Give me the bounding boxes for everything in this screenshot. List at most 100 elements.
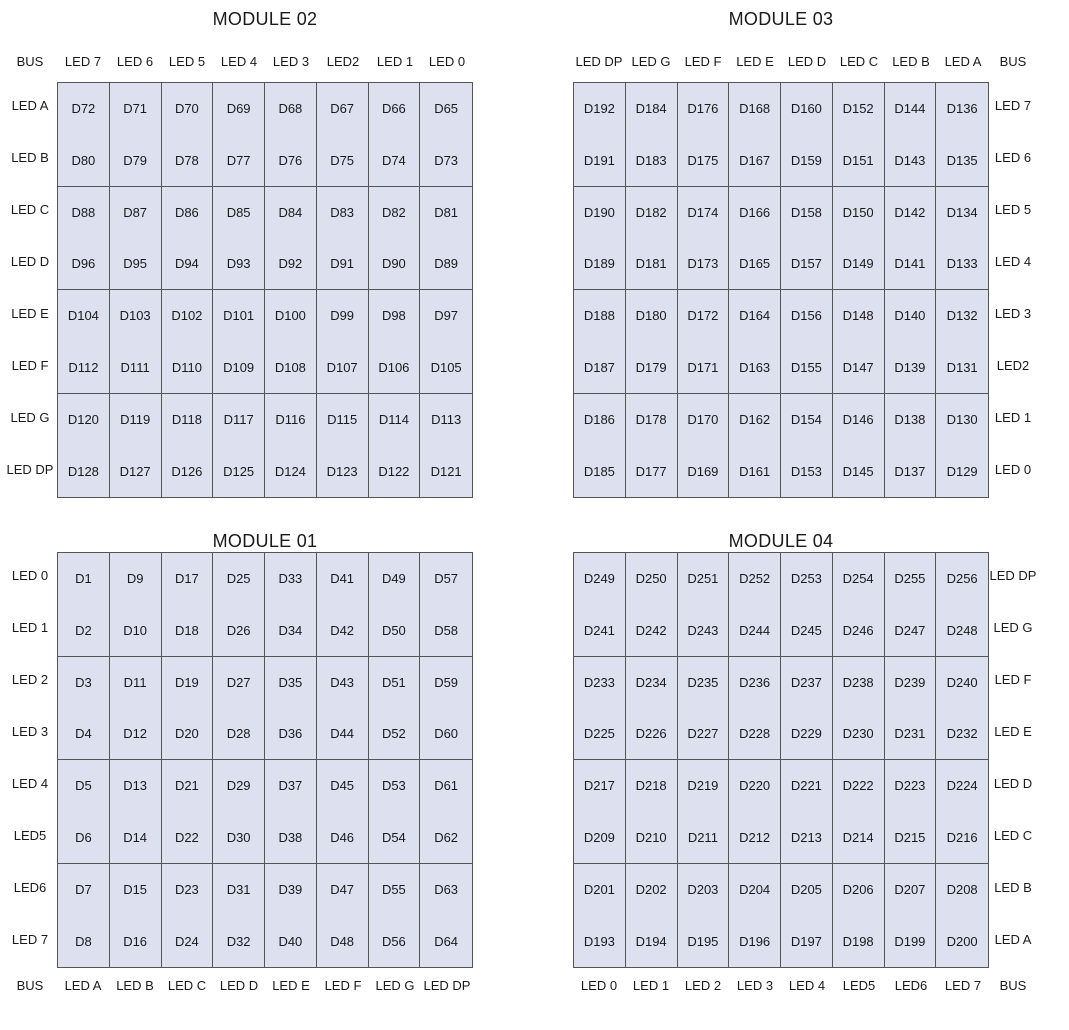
column-label: LED A [64,978,102,993]
led-cell: D62 [420,812,472,864]
row-label: LED 1 [994,410,1032,425]
led-cell: D116 [265,393,317,446]
led-cell: D123 [317,445,369,497]
led-cell: D168 [729,83,781,135]
led-cell: D76 [265,134,317,187]
led-cell: D122 [369,445,421,497]
led-cell: D83 [317,186,369,239]
column-label: LED5 [842,978,876,993]
column-label: LED D [787,54,827,69]
led-cell: D7 [58,863,110,916]
led-cell: D38 [265,811,317,864]
led-cell: D246 [832,604,885,657]
led-cell: D187 [574,341,626,394]
led-cell: D17 [162,553,214,605]
led-cell: D230 [832,708,885,760]
column-label: LED C [167,978,207,993]
led-cell: D232 [936,708,988,760]
row-label: LED 3 [11,724,49,739]
led-cell: D85 [213,186,265,239]
led-cell: D54 [368,811,421,864]
led-cell: D225 [574,708,626,760]
led-cell: D128 [58,445,110,497]
led-cell: D190 [574,186,626,239]
led-cell: D166 [729,186,781,239]
led-cell: D254 [833,553,885,605]
led-cell: D245 [781,604,833,657]
column-label: LED 4 [788,978,826,993]
led-cell: D252 [729,553,781,605]
led-cell: D30 [213,811,265,864]
led-cell: D237 [781,656,833,709]
column-label: LED 3 [736,978,774,993]
led-cell: D1 [58,553,110,605]
led-cell: D131 [936,342,988,394]
column-label: LED 5 [168,54,206,69]
led-cell: D21 [162,760,214,812]
bus-label: BUS [999,54,1027,69]
led-cell: D77 [213,134,265,187]
led-cell: D256 [946,571,978,587]
led-cell: D14 [109,811,162,864]
row-label: LED 5 [994,202,1032,217]
led-cell: D47 [317,863,369,916]
led-cell: D180 [626,290,678,342]
led-cell: D100 [265,290,317,342]
module-m01: MODULE 01 D1 D9 D17 D25 D33 D41 D49 D57 D2 D10 D18 D… [4,530,524,1030]
led-cell: D161 [729,445,781,497]
led-cell: D156 [781,290,833,342]
led-cell: D124 [265,445,317,497]
led-cell: D98 [369,290,421,342]
row-label: LED E [994,724,1032,739]
led-cell: D35 [265,656,317,709]
led-cell: D129 [946,463,978,479]
led-cell: D173 [677,238,730,290]
led-cell: D179 [625,341,678,394]
column-label: LED G [631,54,671,69]
led-cell: D68 [265,83,317,135]
led-cell: D120 [58,393,110,446]
led-cell: D63 [434,881,459,897]
led-cell: D143 [884,134,937,187]
led-cell: D104 [58,290,110,342]
led-cell: D18 [161,604,214,657]
led-cell: D250 [626,553,678,605]
row-label: LED 3 [994,306,1032,321]
row-label: LED6 [13,880,47,895]
led-cell: D25 [213,553,265,605]
led-cell: D121 [430,463,462,479]
led-cell: D73 [420,135,472,187]
row-label: LED C [10,202,50,217]
led-cell: D134 [946,204,978,220]
led-cell: D210 [625,811,678,864]
led-cell: D78 [161,134,214,187]
row-label: LED 7 [11,932,49,947]
row-label: LED G [993,620,1033,635]
led-cell: D13 [110,760,162,812]
led-cell: D177 [626,445,678,497]
row-label: LED F [11,358,49,373]
led-cell: D103 [110,290,162,342]
column-label: LED2 [326,54,360,69]
led-cell: D11 [110,656,162,709]
led-cell: D56 [369,915,421,967]
module-title: MODULE 04 [728,531,834,551]
led-cell: D60 [420,708,472,760]
led-cell: D141 [884,238,937,290]
column-label: LED6 [894,978,928,993]
led-cell: D71 [110,83,162,135]
led-cell: D241 [574,604,626,657]
led-cell: D82 [369,186,421,239]
led-cell: D132 [946,308,978,324]
led-cell: D58 [420,605,472,657]
led-cell: D64 [434,933,459,949]
led-cell: D227 [677,708,730,760]
led-cell: D23 [162,863,214,916]
row-label: LED G [10,410,50,425]
led-cell: D130 [946,411,978,427]
led-cell: D111 [109,341,162,394]
led-cell: D22 [161,811,214,864]
led-cell: D152 [833,83,885,135]
row-label: LED E [11,306,49,321]
led-cell: D184 [626,83,678,135]
